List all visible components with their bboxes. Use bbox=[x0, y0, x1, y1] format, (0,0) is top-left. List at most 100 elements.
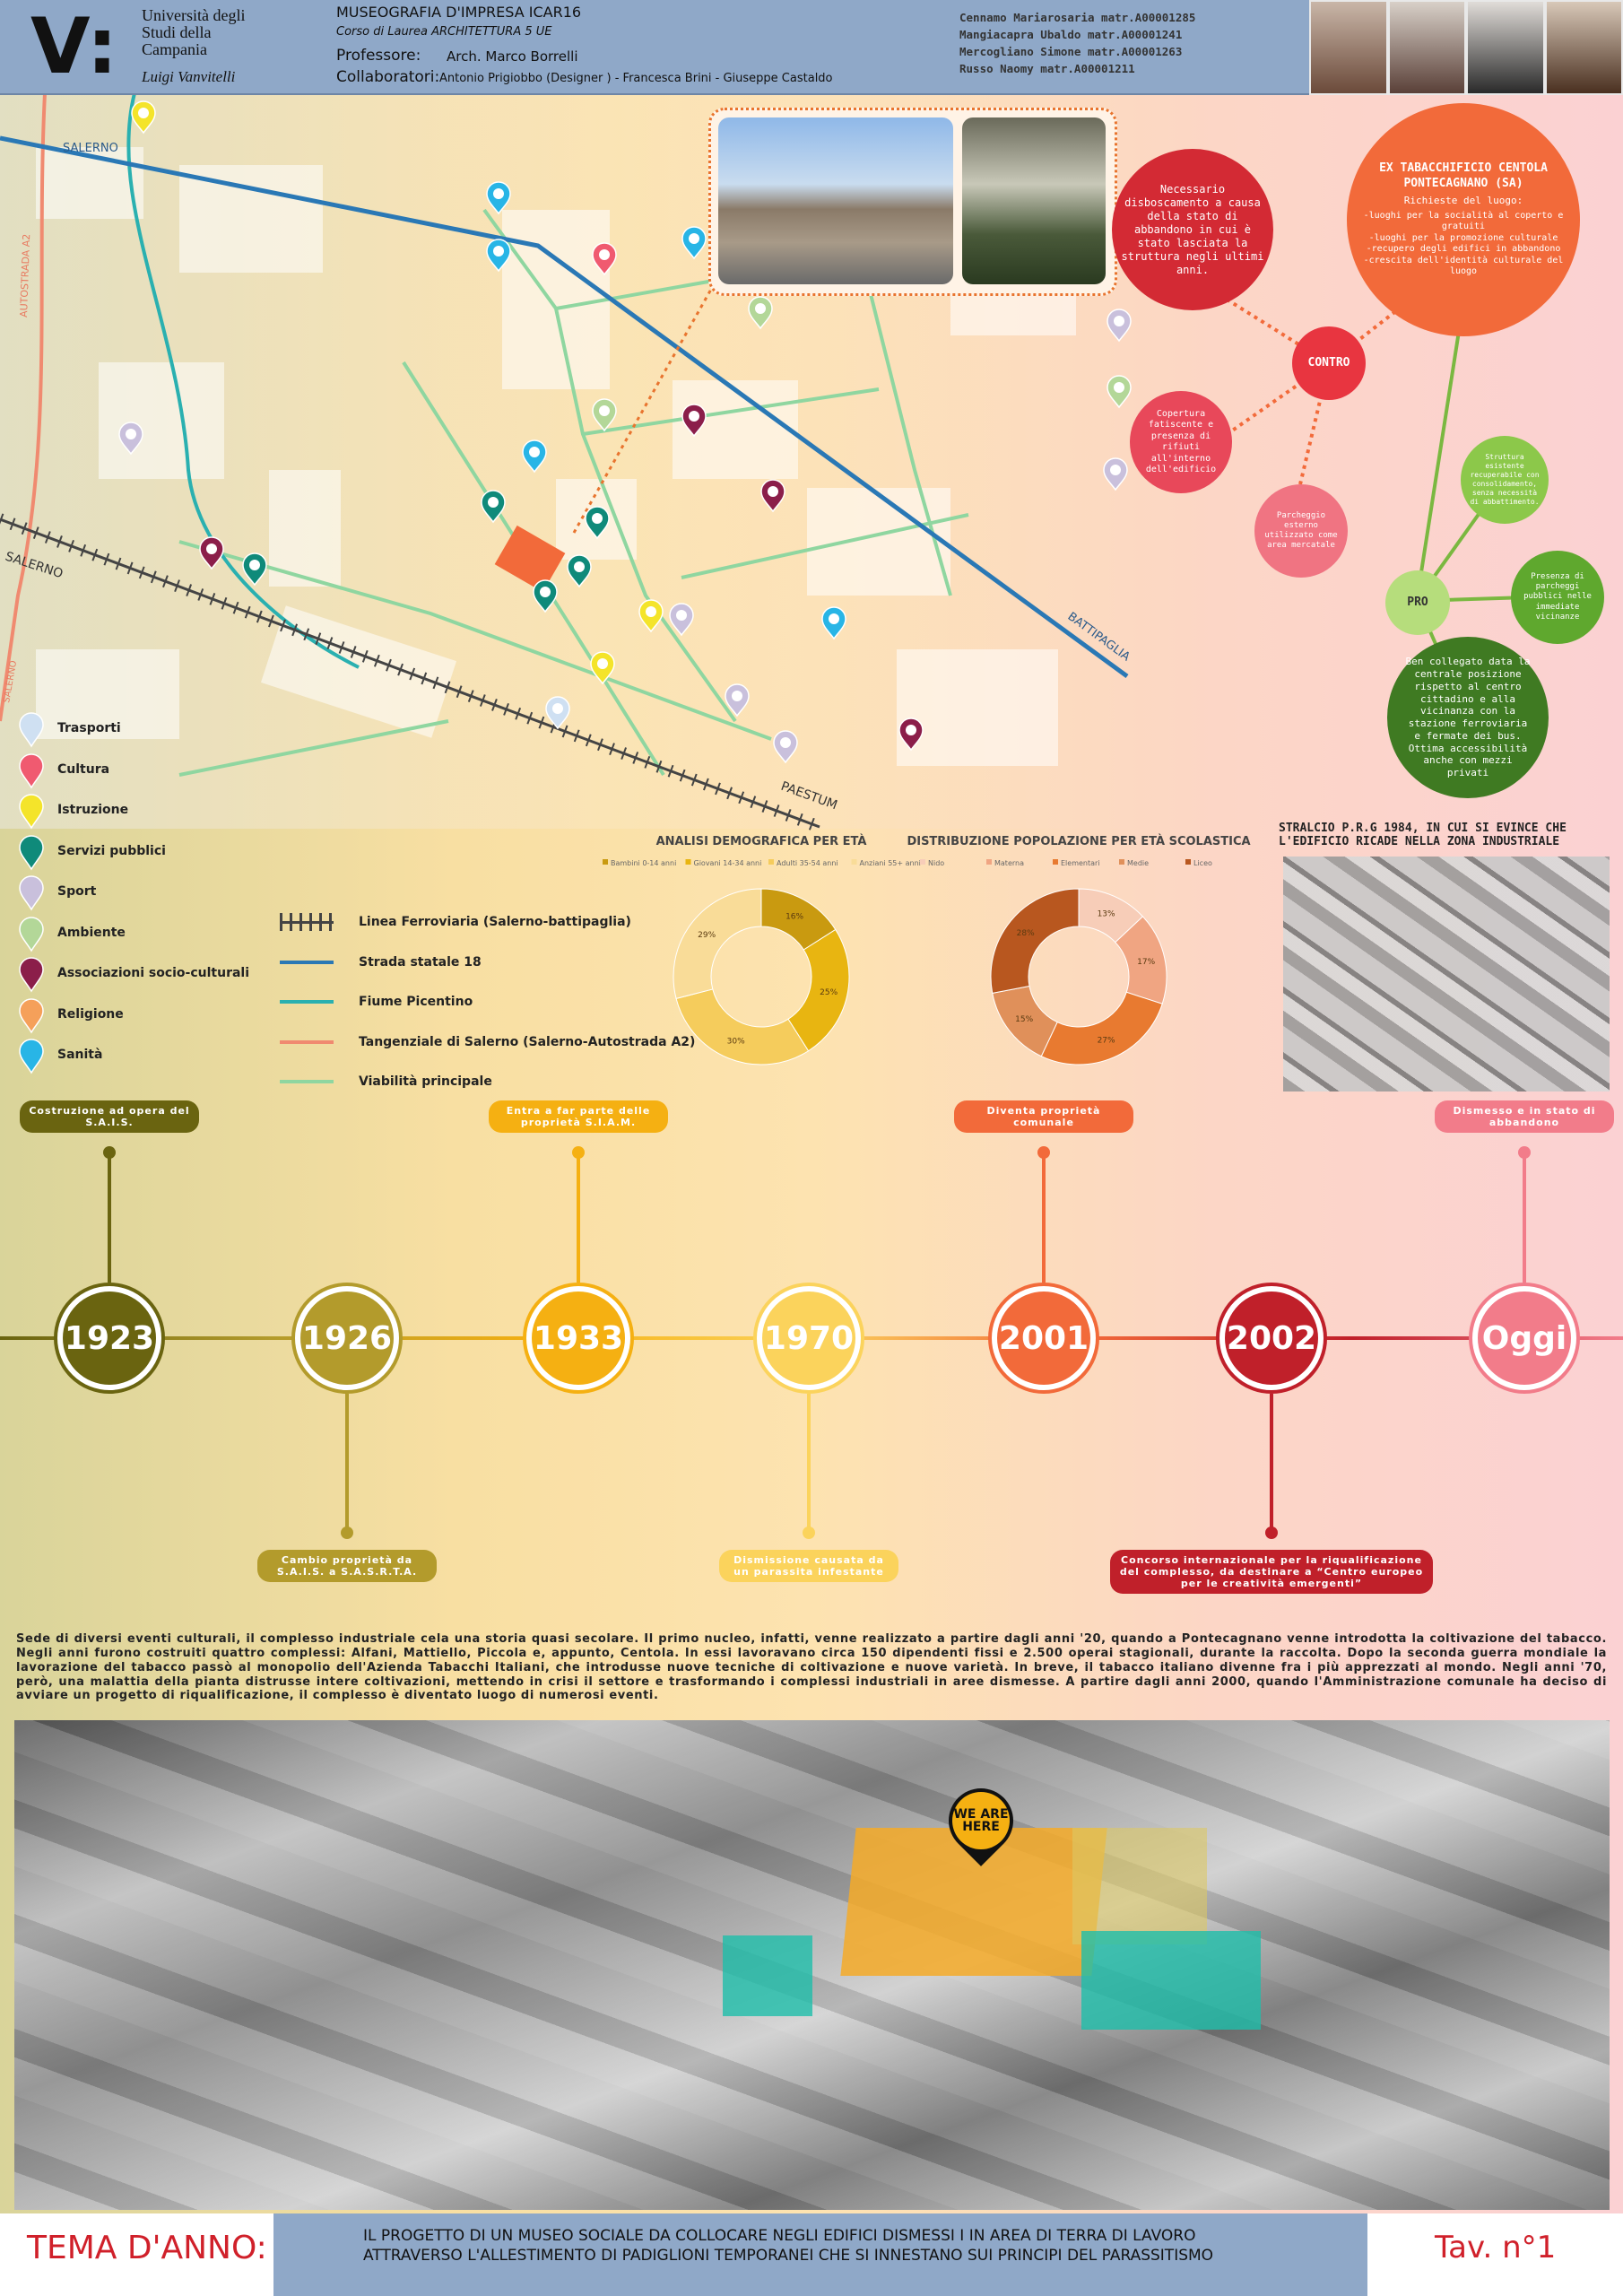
pin-dot bbox=[732, 691, 742, 701]
portrait bbox=[1468, 2, 1543, 93]
poi-pin bbox=[669, 603, 694, 637]
year: 1926 bbox=[300, 1292, 394, 1385]
pin-dot bbox=[1114, 316, 1124, 326]
site-connector bbox=[572, 285, 715, 534]
pin-shape bbox=[19, 997, 44, 1033]
legend-label: Strada statale 18 bbox=[359, 954, 482, 970]
legend-pin bbox=[19, 997, 44, 1033]
theme-label: TEMA D'ANNO: bbox=[27, 2230, 267, 2266]
legend-swatch bbox=[986, 859, 992, 865]
pin-dot bbox=[599, 405, 610, 416]
connector-dot bbox=[1037, 1146, 1050, 1159]
event-label: Entra a far parte delle proprietà S.I.A.… bbox=[489, 1100, 668, 1133]
pin-dot bbox=[574, 561, 585, 572]
legend-label: Bambini 0-14 anni bbox=[611, 859, 676, 867]
pin-dot bbox=[592, 513, 603, 524]
portrait bbox=[1546, 2, 1621, 93]
highway bbox=[0, 93, 47, 722]
poi-pin bbox=[760, 479, 785, 513]
legend-label: Cultura bbox=[57, 761, 110, 777]
header: V: Università degli Studi della Campania… bbox=[0, 0, 1309, 95]
pin-dot bbox=[768, 486, 778, 497]
legend-label: Trasporti bbox=[57, 721, 121, 735]
river bbox=[126, 93, 360, 669]
connector bbox=[108, 1152, 111, 1283]
legend-swatch bbox=[768, 859, 774, 865]
pin-dot bbox=[829, 613, 839, 624]
legend-swatch bbox=[685, 859, 691, 865]
portraits bbox=[1309, 0, 1623, 95]
legend-swatch bbox=[1053, 859, 1058, 865]
pin-dot bbox=[780, 737, 791, 748]
legend-label: Servizi pubblici bbox=[57, 843, 166, 858]
pin-shape bbox=[19, 957, 44, 993]
contro-bubble: Copertura fatiscente e presenza di rifiu… bbox=[1130, 391, 1232, 493]
pin-dot bbox=[755, 303, 766, 314]
legend-label: Fiume Picentino bbox=[359, 995, 473, 1009]
legend-label: Liceo bbox=[1193, 859, 1212, 867]
aerial-photo: WE ARE HERE bbox=[14, 1720, 1610, 2210]
pin-dot bbox=[552, 703, 563, 714]
poi-pin bbox=[681, 404, 707, 438]
pie-slice bbox=[675, 988, 810, 1065]
value-label: 13% bbox=[1098, 909, 1115, 918]
pin-dot bbox=[1110, 465, 1121, 475]
legend-line bbox=[280, 960, 334, 964]
pro-bubble: Ben collegato data la centrale posizione… bbox=[1387, 637, 1549, 798]
poi-pin bbox=[533, 579, 558, 613]
main-lines: -luoghi per la socialità al coperto e gr… bbox=[1356, 211, 1571, 278]
pin-dot bbox=[689, 233, 699, 244]
parking-highlight bbox=[1072, 1828, 1207, 1944]
poi-pin bbox=[486, 239, 511, 273]
pie-slice bbox=[990, 888, 1080, 994]
legend-label: Religione bbox=[57, 1006, 124, 1022]
pin-dot bbox=[493, 188, 504, 199]
poi-pin bbox=[681, 226, 707, 260]
legend-label: Adulti 35-54 anni bbox=[777, 859, 838, 867]
professor-label: Professore: bbox=[336, 47, 421, 65]
pin-dot bbox=[676, 610, 687, 621]
poi-pin bbox=[748, 296, 773, 330]
legend-label: Istruzione bbox=[57, 803, 129, 817]
connector bbox=[1042, 1152, 1046, 1283]
photo bbox=[962, 117, 1106, 284]
poi-pin bbox=[131, 100, 156, 135]
legend-swatch bbox=[1185, 859, 1191, 865]
pie-slice bbox=[1040, 991, 1163, 1065]
pin-dot bbox=[599, 249, 610, 260]
legend-pin bbox=[19, 712, 44, 748]
pin-dot bbox=[540, 587, 551, 597]
pin-dot bbox=[1114, 382, 1124, 393]
pin-shape bbox=[19, 1039, 44, 1074]
legend-pin bbox=[19, 957, 44, 993]
pin-dot bbox=[689, 411, 699, 422]
charts: ANALISI DEMOGRAFICA PER ETÀ Bambini 0-14 … bbox=[603, 834, 1251, 1065]
services-highlight bbox=[1081, 1931, 1261, 2030]
event-label: Dismesso e in stato di abbandono bbox=[1435, 1100, 1614, 1133]
poi-pin bbox=[199, 536, 224, 570]
poi-pin bbox=[567, 554, 592, 588]
legend-swatch bbox=[851, 859, 857, 865]
prg-map bbox=[1283, 857, 1610, 1091]
value-label: 16% bbox=[785, 913, 803, 922]
connector bbox=[577, 1152, 580, 1283]
year: 1933 bbox=[532, 1292, 625, 1385]
legend-label: Elementari bbox=[1061, 859, 1100, 867]
collaborators-label: Collaboratori: bbox=[336, 68, 440, 86]
pin-dot bbox=[597, 658, 608, 669]
connector bbox=[807, 1394, 811, 1532]
legend-label: Medie bbox=[1127, 859, 1149, 867]
legend-pin bbox=[19, 794, 44, 830]
student: Cennamo Mariarosaria matr.A00001285 bbox=[959, 11, 1196, 24]
legend-pin bbox=[19, 834, 44, 870]
value-label: 28% bbox=[1017, 929, 1035, 938]
railway-ties bbox=[0, 513, 822, 833]
services-highlight bbox=[723, 1935, 812, 2016]
connector bbox=[345, 1394, 349, 1532]
year: Oggi bbox=[1478, 1292, 1571, 1385]
student: Mercogliano Simone matr.A00001263 bbox=[959, 45, 1183, 58]
contro-bubble: Parcheggio esterno utilizzato come area … bbox=[1254, 484, 1348, 578]
poi-pin bbox=[585, 506, 610, 540]
event-label: Concorso internazionale per la riqualifi… bbox=[1110, 1550, 1433, 1594]
value-label: 27% bbox=[1098, 1037, 1115, 1046]
